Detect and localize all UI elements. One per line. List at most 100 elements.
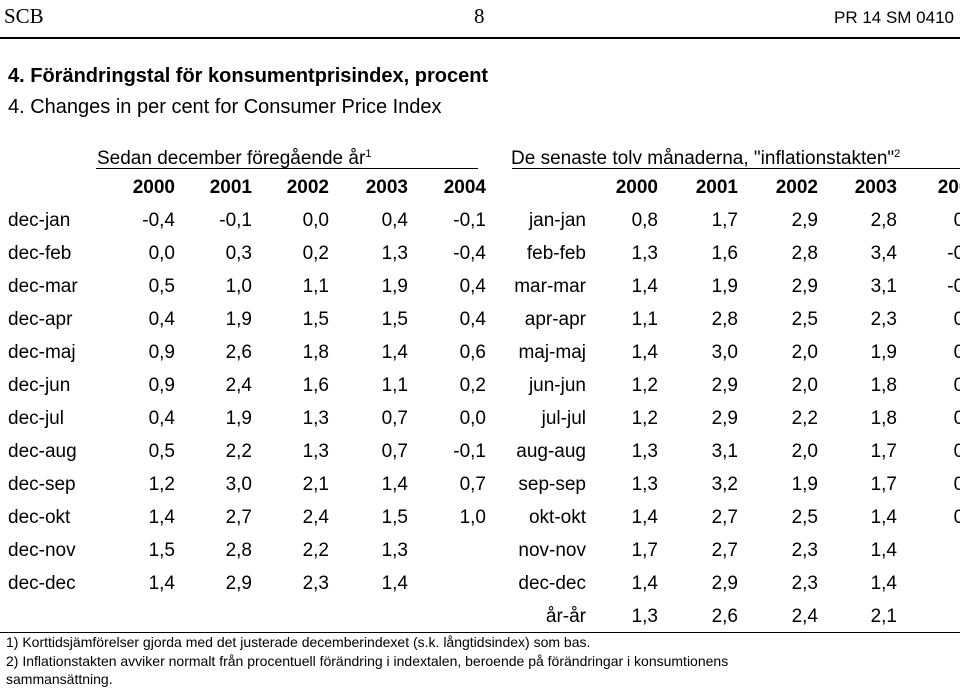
table-row: dec-okt 1,4 2,7 2,4 1,5 1,0 okt-okt 1,4 2,7 2,5 1,… — [0, 501, 960, 534]
value-cell: 2,4 — [302, 507, 329, 528]
value-cell: 1,5 — [302, 309, 329, 330]
value-cell: 1,3 — [302, 441, 329, 462]
value-cell: 0,6 — [953, 441, 960, 462]
group-underline-right — [512, 168, 960, 169]
header-rule — [0, 37, 960, 39]
value-cell: 2,1 — [302, 474, 329, 495]
value-cell: 2,9 — [711, 408, 738, 429]
value-cell — [408, 600, 486, 633]
footnote-1: 1) Korttidsjämförelser gjorda med det ju… — [6, 634, 591, 650]
value-cell: 2,0 — [791, 342, 818, 363]
value-cell: 2,6 — [225, 342, 252, 363]
value-cell: 2,9 — [711, 573, 738, 594]
value-cell — [96, 600, 175, 633]
value-cell: 1,1 — [381, 375, 408, 396]
value-cell: 1,4 — [870, 507, 897, 528]
value-cell: 3,1 — [870, 276, 897, 297]
value-cell — [329, 600, 408, 633]
value-cell: 1,2 — [631, 375, 658, 396]
value-cell: 1,4 — [148, 507, 175, 528]
year-header: 2004 — [937, 176, 960, 198]
value-cell: -0,4 — [453, 243, 486, 264]
group-header-left-label: Sedan december föregående år — [97, 148, 366, 169]
year-header: 2001 — [209, 176, 252, 198]
period-label-since-december: dec-mar — [8, 276, 78, 297]
value-cell: -0,1 — [219, 210, 252, 231]
value-cell: 2,9 — [225, 573, 252, 594]
value-cell: 3,0 — [711, 342, 738, 363]
value-cell: 2,5 — [791, 507, 818, 528]
value-cell: 1,4 — [631, 507, 658, 528]
value-cell: 2,2 — [302, 540, 329, 561]
period-label-since-december: dec-sep — [8, 474, 76, 495]
value-cell: 0,6 — [953, 474, 960, 495]
footnote-2: 2) Inflationstakten avviker normalt från… — [6, 653, 729, 669]
value-cell: 0,2 — [459, 375, 486, 396]
value-cell: 2,2 — [225, 441, 252, 462]
value-cell: 1,3 — [631, 243, 658, 264]
value-cell: 0,5 — [148, 276, 175, 297]
value-cell: 0,5 — [148, 441, 175, 462]
period-label-since-december: dec-nov — [8, 540, 76, 561]
group-header-left: Sedan december föregående år1 — [97, 143, 371, 170]
value-cell — [408, 534, 486, 567]
value-cell: 0,4 — [148, 408, 175, 429]
header-left: SCB — [4, 4, 44, 28]
value-cell: 1,2 — [148, 474, 175, 495]
value-cell: 1,9 — [381, 276, 408, 297]
value-cell: 0,3 — [953, 309, 960, 330]
value-cell: 2,8 — [791, 243, 818, 264]
value-cell: 2,6 — [711, 606, 738, 627]
period-label-since-december: dec-maj — [8, 342, 76, 363]
period-label-since-december: dec-feb — [8, 243, 72, 264]
value-cell: 1,8 — [870, 375, 897, 396]
period-label-twelve-months: aug-aug — [516, 441, 586, 462]
value-cell: 0,7 — [381, 408, 408, 429]
period-label-twelve-months: jan-jan — [528, 210, 586, 231]
period-label-since-december: dec-apr — [8, 309, 73, 330]
value-cell: 1,3 — [631, 441, 658, 462]
value-cell: 2,8 — [225, 540, 252, 561]
value-cell: 2,9 — [791, 276, 818, 297]
period-label-twelve-months: år-år — [545, 606, 586, 627]
value-cell: 1,9 — [225, 309, 252, 330]
value-cell: -0,3 — [947, 243, 960, 264]
value-cell — [897, 534, 960, 567]
table-row: dec-maj 0,9 2,6 1,8 1,4 0,6 maj-maj 1,4 3,0 2,0 1,… — [0, 336, 960, 369]
table-bottom-rule — [0, 632, 960, 633]
title-english: 4. Changes in per cent for Consumer Pric… — [8, 96, 442, 118]
value-cell: 2,2 — [791, 408, 818, 429]
value-cell: 2,9 — [791, 210, 818, 231]
value-cell: -0,1 — [947, 276, 960, 297]
table-row: dec-mar 0,5 1,0 1,1 1,9 0,4 mar-mar 1,4 1,9 2,9 3,… — [0, 270, 960, 303]
value-cell: 3,2 — [711, 474, 738, 495]
table-row: år-år 1,3 2,6 2,4 2,1 — [0, 600, 960, 633]
value-cell: 1,2 — [631, 408, 658, 429]
period-label-twelve-months: jul-jul — [541, 408, 586, 429]
value-cell: 1,4 — [870, 540, 897, 561]
table-row: dec-apr 0,4 1,9 1,5 1,5 0,4 apr-apr 1,1 2,8 2,5 2,… — [0, 303, 960, 336]
value-cell: 1,8 — [870, 408, 897, 429]
table-row: dec-jun 0,9 2,4 1,6 1,1 0,2 jun-jun 1,2 2,9 2,0 1,… — [0, 369, 960, 402]
year-header: 2003 — [854, 176, 897, 198]
period-label-since-december: dec-dec — [8, 573, 76, 594]
value-cell: 0,6 — [459, 342, 486, 363]
value-cell: 2,3 — [791, 540, 818, 561]
value-cell: 1,4 — [381, 474, 408, 495]
group-header-right: De senaste tolv månaderna, "inflationsta… — [511, 143, 900, 170]
value-cell: 1,4 — [631, 342, 658, 363]
value-cell: 3,1 — [711, 441, 738, 462]
period-label-twelve-months: apr-apr — [524, 309, 586, 330]
value-cell: 0,8 — [631, 210, 658, 231]
value-cell: 0,7 — [459, 474, 486, 495]
value-cell: 2,8 — [870, 210, 897, 231]
group-underline-left — [96, 168, 478, 169]
value-cell: 2,3 — [302, 573, 329, 594]
table-row: dec-sep 1,2 3,0 2,1 1,4 0,7 sep-sep 1,3 3,2 1,9 1,… — [0, 468, 960, 501]
value-cell: 1,9 — [870, 342, 897, 363]
value-cell: 1,4 — [631, 573, 658, 594]
title-swedish: 4. Förändringstal för konsumentprisindex… — [8, 65, 489, 87]
value-cell: 0,7 — [953, 408, 960, 429]
value-cell: 0,0 — [302, 210, 329, 231]
value-cell: 1,1 — [302, 276, 329, 297]
